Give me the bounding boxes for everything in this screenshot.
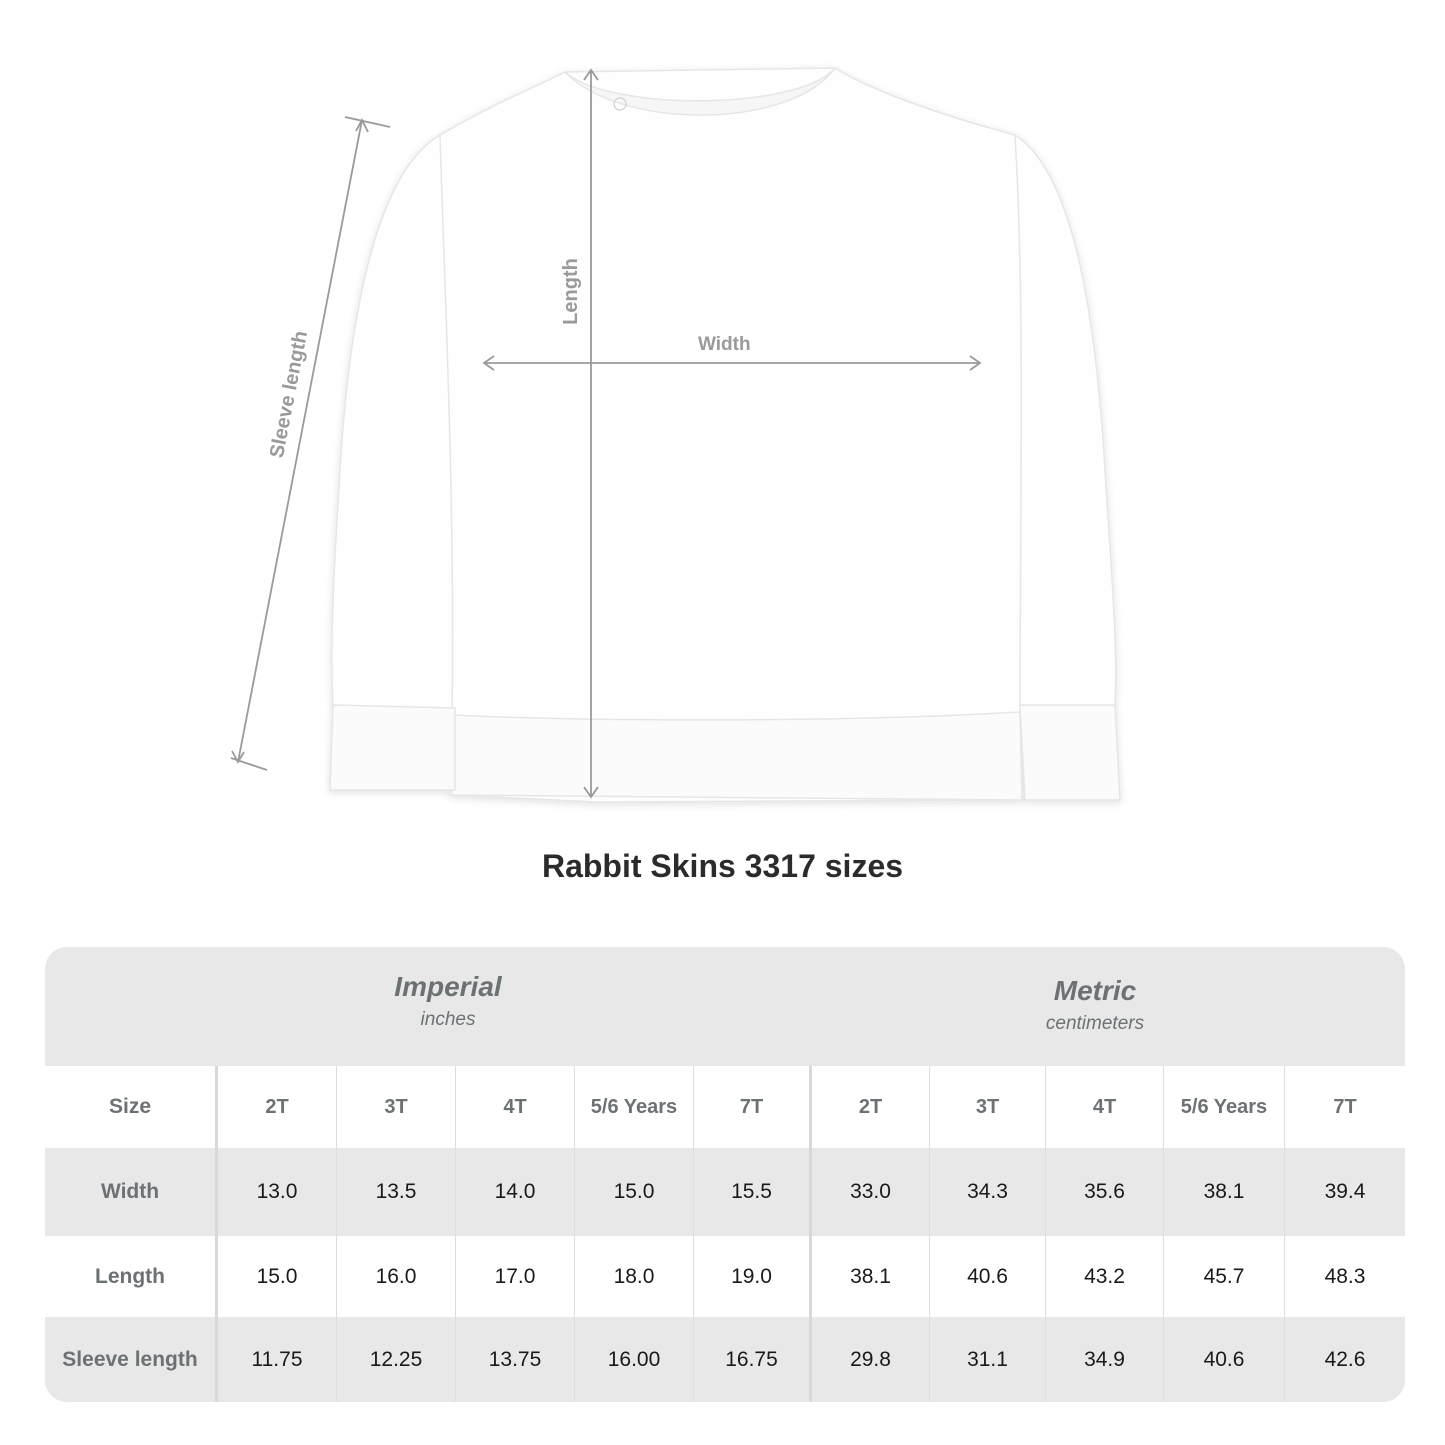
imperial-value-cell: 18.0 — [575, 1236, 694, 1317]
sweatshirt-diagram — [230, 67, 1121, 803]
size-header-cell: 2T — [812, 1066, 930, 1148]
imperial-value-cell: 13.75 — [456, 1317, 575, 1402]
imperial-value-cell: 16.75 — [694, 1317, 812, 1402]
imperial-value-cell: 15.0 — [218, 1236, 337, 1317]
metric-value-cell: 43.2 — [1046, 1236, 1164, 1317]
metric-value-cell: 38.1 — [1164, 1148, 1285, 1236]
imperial-value-cell: 11.75 — [218, 1317, 337, 1402]
imperial-value-cell: 13.5 — [337, 1148, 456, 1236]
metric-value-cell: 40.6 — [930, 1236, 1046, 1317]
metric-value-cell: 29.8 — [812, 1317, 930, 1402]
metric-unit: centimeters — [1045, 1013, 1145, 1034]
metric-value-cell: 31.1 — [930, 1317, 1046, 1402]
table-row: Length 15.0 16.0 17.0 18.0 19.0 38.1 40.6 43.2 45… — [45, 1236, 1405, 1317]
metric-value-cell: 34.3 — [930, 1148, 1046, 1236]
size-table: Imperial inches Metric centimeters Size 2… — [45, 947, 1405, 1402]
metric-value-cell: 40.6 — [1164, 1317, 1285, 1402]
row-label: Length — [45, 1236, 218, 1317]
imperial-value-cell: 15.0 — [575, 1148, 694, 1236]
size-header-cell: 3T — [930, 1066, 1046, 1148]
size-header-cell: 7T — [1333, 1095, 1357, 1118]
metric-value-cell: 35.6 — [1046, 1148, 1164, 1236]
size-header-row: Size 2T 3T 4T 5/6 Years 7T 2T 3T 4T 5/6 Years 7T — [45, 1066, 1405, 1148]
imperial-unit: inches — [420, 1009, 476, 1030]
size-label: Size — [45, 1066, 218, 1148]
imperial-value-cell: 15.5 — [694, 1148, 812, 1236]
imperial-value-cell: 13.0 — [218, 1148, 337, 1236]
imperial-title: Imperial — [394, 971, 502, 1002]
size-header-cell: 5/6 Years — [1164, 1066, 1285, 1148]
table-row: Width 13.0 13.5 14.0 15.0 15.5 33.0 34.3 35.6 38.… — [45, 1148, 1405, 1236]
metric-value-cell: 38.1 — [812, 1236, 930, 1317]
imperial-value-cell: 16.0 — [337, 1236, 456, 1317]
sleeve-length-line — [237, 119, 363, 763]
table-row: Sleeve length 11.75 12.25 13.75 16.00 16.75 29… — [45, 1317, 1405, 1402]
metric-value-cell: 39.4 — [1324, 1180, 1366, 1203]
size-header-cell: 4T — [456, 1066, 575, 1148]
width-label: Width — [698, 334, 751, 355]
metric-value-cell: 34.9 — [1046, 1317, 1164, 1402]
size-header-cell: 5/6 Years — [575, 1066, 694, 1148]
row-label: Sleeve length — [45, 1317, 218, 1402]
imperial-value-cell: 14.0 — [456, 1148, 575, 1236]
row-label: Width — [45, 1148, 218, 1236]
size-header-cell: 7T — [694, 1066, 812, 1148]
imperial-value-cell: 12.25 — [337, 1317, 456, 1402]
metric-title: Metric — [1053, 975, 1137, 1006]
metric-header: Metric centimeters — [865, 975, 1325, 1035]
imperial-value-cell: 16.00 — [575, 1317, 694, 1402]
measurement-lines — [230, 68, 982, 799]
imperial-header: Imperial inches — [218, 971, 678, 1031]
label-tag-icon — [613, 97, 627, 111]
size-header-cell: 4T — [1046, 1066, 1164, 1148]
metric-value-cell: 48.3 — [1324, 1264, 1366, 1288]
imperial-value-cell: 17.0 — [456, 1236, 575, 1317]
size-header-cell: 3T — [337, 1066, 456, 1148]
metric-value-cell: 33.0 — [812, 1148, 930, 1236]
metric-value-cell: 42.6 — [1324, 1347, 1366, 1371]
length-label: Length — [559, 258, 582, 325]
sweatshirt-image — [329, 67, 1121, 803]
page-title: Rabbit Skins 3317 sizes — [541, 848, 904, 884]
imperial-value-cell: 19.0 — [694, 1236, 812, 1317]
size-header-cell: 2T — [218, 1066, 337, 1148]
metric-value-cell: 45.7 — [1164, 1236, 1285, 1317]
unit-header: Imperial inches Metric centimeters — [45, 947, 1405, 1066]
